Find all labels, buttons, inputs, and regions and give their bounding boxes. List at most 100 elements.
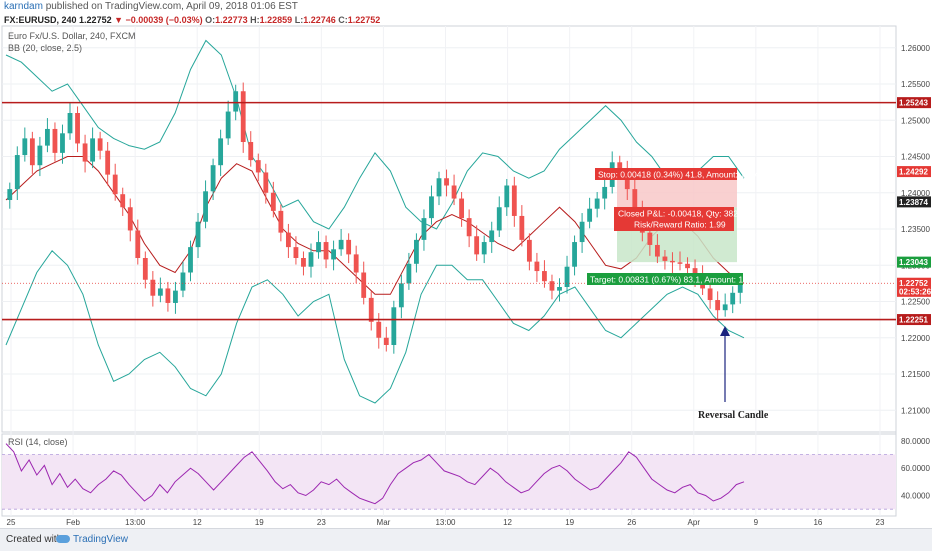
candle-body	[564, 266, 570, 287]
instrument-legend: Euro Fx/U.S. Dollar, 240, FXCM	[8, 31, 136, 41]
time-tick-label: 12	[193, 518, 202, 527]
reversal-candle-label: Reversal Candle	[698, 410, 769, 421]
low-value: 1.22746	[303, 15, 336, 25]
candle-body	[203, 191, 208, 222]
price-badge	[897, 285, 931, 297]
time-tick-label: 25	[7, 518, 16, 527]
candle-body	[248, 142, 254, 161]
candle-body	[414, 239, 419, 264]
candle-body	[67, 113, 73, 134]
reversal-arrow-head	[720, 326, 730, 336]
target-label-bg	[587, 273, 743, 285]
candle-body	[466, 218, 472, 237]
cloud-icon	[56, 535, 70, 544]
candle-body	[255, 160, 261, 173]
published-text: published on TradingView.com, April 09, …	[45, 1, 298, 12]
symbol-label: FX:EURUSD, 240	[4, 15, 77, 25]
trading-chart[interactable]: 1.26000 1.25500 1.25000 1.24500 1.24000 1.235…	[0, 0, 932, 528]
grid-lines	[2, 26, 896, 516]
horizontal-levels[interactable]	[2, 101, 896, 321]
publish-info: karndam published on TradingView.com, Ap…	[4, 1, 298, 12]
price-tick-label: 1.22500	[901, 298, 930, 307]
candle-body	[557, 287, 562, 291]
candle-body	[444, 178, 449, 186]
rsi-tick-label: 60.0000	[901, 464, 930, 473]
price-badge-label: 1.23043	[899, 258, 928, 267]
candle-body	[142, 258, 148, 280]
candle-body	[474, 236, 480, 255]
rsi-legend: RSI (14, close)	[8, 437, 68, 447]
candle-body	[7, 189, 13, 200]
price-badge	[897, 196, 931, 208]
candle-body	[489, 230, 495, 243]
candle-body	[617, 162, 623, 170]
candle-body	[602, 186, 608, 199]
close-value: 1.22752	[347, 15, 381, 25]
risk-reward-label: Risk/Reward Ratio: 1.99	[634, 220, 726, 230]
closed-pnl-bg	[614, 207, 734, 231]
candle-body	[662, 256, 668, 261]
high-value: 1.22859	[259, 15, 293, 25]
candle-body	[75, 113, 80, 144]
candle-body	[331, 249, 336, 260]
low-label: L:	[294, 15, 304, 25]
price-badge	[897, 256, 931, 268]
candle-body	[572, 242, 577, 267]
candle-body	[225, 111, 231, 139]
candle-body	[278, 210, 284, 233]
candle-body	[82, 143, 88, 162]
candle-body	[22, 138, 28, 156]
candle-body	[542, 271, 547, 282]
close-label: C:	[338, 15, 348, 25]
price-tick-label: 1.23500	[901, 225, 930, 234]
candle-body	[722, 304, 728, 311]
candle-body	[451, 185, 457, 199]
price-badge-label: 1.22251	[899, 316, 928, 325]
candle-body	[707, 288, 713, 301]
candle-body	[677, 262, 683, 264]
candle-body	[323, 242, 329, 260]
candle-body	[632, 189, 638, 208]
candle-body	[504, 185, 510, 208]
price-badge-label: 02:53:26	[899, 287, 932, 296]
candle-body	[647, 232, 653, 245]
candles	[7, 82, 743, 354]
candle-body	[685, 263, 690, 269]
price-badge	[897, 277, 931, 289]
candle-body	[308, 252, 314, 267]
candle-body	[526, 239, 532, 262]
candle-body	[587, 208, 593, 222]
price-badge-label: 1.22752	[899, 279, 928, 288]
candle-body	[173, 290, 178, 303]
candle-body	[481, 242, 487, 255]
time-tick-label: 23	[317, 518, 326, 527]
price-badge-label: 1.24292	[899, 168, 928, 177]
time-axis: 25 Feb 13:00 12 19 23 Mar 13:00 12 19 26 Apr 9 16 23	[7, 518, 885, 527]
bb-band-line	[5, 250, 745, 404]
price-badge-label: 1.25243	[899, 99, 928, 108]
time-tick-label: 19	[255, 518, 264, 527]
candle-body	[579, 221, 585, 243]
rsi-layer	[2, 443, 896, 510]
candle-body	[29, 138, 35, 166]
tradingview-logo[interactable]: TradingView	[56, 534, 128, 545]
candle-body	[534, 261, 540, 272]
price-tick-label: 1.21000	[901, 406, 930, 415]
time-tick-label: 26	[627, 518, 636, 527]
time-tick-label: Feb	[66, 518, 80, 527]
stop-label: Stop: 0.00418 (0.34%) 41.8, Amount: 1584	[598, 170, 759, 180]
candle-body	[737, 283, 743, 293]
target-label: Target: 0.00831 (0.67%) 83.1, Amount: 16…	[590, 275, 765, 285]
author-link[interactable]: karndam	[4, 1, 43, 12]
candle-body	[135, 230, 141, 258]
candle-body	[210, 165, 216, 192]
candle-body	[391, 307, 397, 345]
stop-label-bg	[595, 168, 737, 180]
candle-body	[240, 91, 246, 142]
candle-body	[361, 272, 367, 298]
candle-body	[233, 91, 239, 112]
candle-body	[346, 239, 352, 255]
bb-legend: BB (20, close, 2.5)	[8, 43, 82, 53]
price-tick-label: 1.24000	[901, 189, 930, 198]
symbol-quote: FX:EURUSD, 240 1.22752 ▼ −0.00039 (−0.03…	[4, 15, 380, 25]
